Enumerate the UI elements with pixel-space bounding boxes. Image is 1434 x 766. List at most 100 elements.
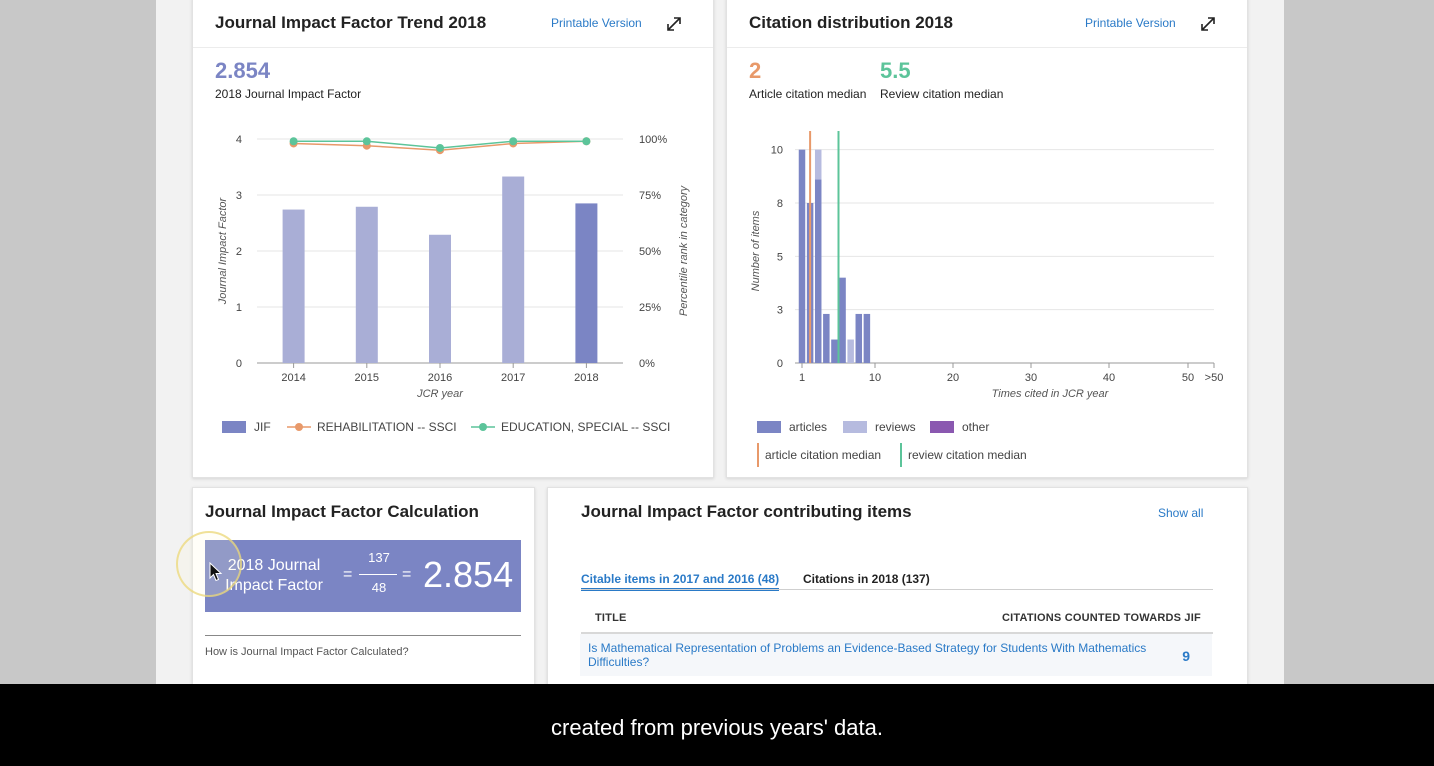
y2-tick-label: 25%	[639, 302, 661, 314]
reviews-legend-swatch	[843, 421, 867, 433]
jif-bar	[502, 176, 525, 363]
articles-bar	[839, 277, 846, 363]
y-tick-label: 10	[771, 145, 783, 157]
table-row[interactable]: Is Mathematical Representation of Proble…	[580, 634, 1212, 676]
x-tick-label: 2018	[574, 372, 598, 384]
article-median-label: Article citation median	[749, 87, 867, 101]
tab-citations[interactable]: Citations in 2018 (137)	[803, 572, 930, 586]
citation-distribution-chart: 0 3 5 8 10 1 10 20 30 40 50 >50 Times cited in JCR y…	[750, 131, 1224, 400]
articles-bar	[855, 313, 863, 363]
edu-legend-label: EDUCATION, SPECIAL -- SSCI	[501, 420, 671, 434]
review-median-label: Review citation median	[880, 87, 1004, 101]
articles-legend-swatch	[757, 421, 781, 433]
review-median-value: 5.5	[880, 58, 911, 83]
y-tick-label: 4	[236, 134, 242, 146]
cit-legend-item-articles: articles	[757, 420, 827, 434]
tabs-divider	[581, 589, 1213, 590]
cit-legend-item-other: other	[930, 420, 989, 434]
equals-sign: =	[343, 566, 353, 583]
jif-formula-box: 2018 Journal Impact Factor = 137 48 = 2.…	[205, 540, 521, 612]
review-median-legend-label: review citation median	[908, 448, 1027, 462]
jif-bar	[282, 209, 305, 363]
y-tick-label: 3	[777, 305, 783, 317]
y-tick-label: 1	[236, 302, 242, 314]
articles-bar	[863, 313, 871, 363]
column-header-citations: CITATIONS COUNTED TOWARDS JIF	[1002, 612, 1201, 624]
x-tick-label: 1	[799, 372, 805, 384]
x-tick-label: >50	[1205, 372, 1224, 384]
x-axis-label: JCR year	[416, 388, 464, 400]
items-title: Journal Impact Factor contributing items	[581, 502, 912, 521]
y-tick-label: 2	[236, 246, 242, 258]
citation-dist-title: Citation distribution 2018	[749, 13, 954, 32]
jif-value: 2.854	[215, 58, 271, 83]
article-median-value: 2	[749, 58, 762, 83]
articles-legend-label: articles	[789, 420, 828, 434]
expand-icon[interactable]	[665, 15, 683, 33]
subtitle-text: created from previous years' data.	[551, 715, 883, 740]
edu-percentile-point	[289, 137, 298, 146]
calc-divider	[205, 635, 521, 636]
card-header-divider	[727, 47, 1247, 48]
item-citation-count: 9	[1182, 648, 1190, 664]
show-all-link[interactable]: Show all	[1158, 506, 1204, 520]
tab-citable-items[interactable]: Citable items in 2017 and 2016 (48)	[581, 572, 780, 586]
item-title-link[interactable]: Is Mathematical Representation of Proble…	[588, 641, 1147, 669]
x-tick-label: 20	[947, 372, 959, 384]
cit-legend-item-reviews: reviews	[843, 420, 916, 434]
y-tick-label: 3	[236, 190, 242, 202]
x-tick-label: 30	[1025, 372, 1037, 384]
cit-legend-item-article-median: article citation median	[757, 443, 881, 467]
expand-icon[interactable]	[1199, 15, 1217, 33]
article-median-legend-line	[757, 443, 759, 467]
jif-trend-chart: 0 1 2 3 4 0% 25% 50% 75% 100% 2014 2015 2016 2017 2018…	[217, 134, 690, 400]
y-axis-label: Number of items	[750, 210, 762, 291]
jif-legend-label: JIF	[254, 420, 271, 434]
y-tick-label: 8	[777, 198, 783, 210]
contributing-items-card: Journal Impact Factor contributing items…	[547, 487, 1248, 697]
rehab-legend-label: REHABILITATION -- SSCI	[317, 420, 457, 434]
edu-percentile-point	[436, 143, 444, 152]
x-tick-label: 2017	[501, 372, 525, 384]
jif-legend-item-edu: EDUCATION, SPECIAL -- SSCI	[471, 420, 670, 434]
table-header-divider	[581, 632, 1213, 634]
article-median-legend-label: article citation median	[765, 448, 882, 462]
y2-axis-label: Percentile rank in category	[678, 184, 690, 316]
calc-title: Journal Impact Factor Calculation	[205, 502, 479, 521]
jif-trend-card: Journal Impact Factor Trend 2018 Printab…	[192, 0, 714, 478]
articles-bar	[823, 313, 830, 363]
jif-trend-printable-link[interactable]: Printable Version	[551, 16, 642, 30]
subtitle-bar: created from previous years' data.	[0, 684, 1434, 766]
formula-result: 2.854	[423, 554, 514, 595]
citation-distribution-card: Citation distribution 2018 Printable Ver…	[726, 0, 1248, 478]
jif-bar	[355, 206, 378, 363]
formula-denominator: 48	[371, 580, 387, 595]
edu-percentile-point	[362, 137, 371, 146]
x-tick-label: 2016	[428, 372, 452, 384]
formula-label: 2018 Journal Impact Factor	[225, 557, 323, 594]
y-tick-label: 0	[236, 358, 242, 370]
review-median-legend-line	[900, 443, 902, 467]
jif-bar	[429, 234, 451, 363]
jif-trend-title: Journal Impact Factor Trend 2018	[215, 13, 487, 32]
reviews-bar	[814, 149, 822, 180]
x-tick-label: 2014	[281, 372, 305, 384]
jif-calculation-card: Journal Impact Factor Calculation 2018 J…	[192, 487, 535, 697]
x-tick-label: 40	[1103, 372, 1115, 384]
formula-numerator: 137	[368, 550, 390, 565]
edu-legend-line-icon	[471, 423, 495, 431]
jif-bar	[575, 203, 598, 363]
jif-legend-item-jif: JIF	[222, 420, 271, 434]
cit-legend-item-review-median: review citation median	[900, 443, 1027, 467]
jif-value-label: 2018 Journal Impact Factor	[215, 87, 362, 101]
jif-legend-swatch	[222, 421, 246, 433]
citation-dist-printable-link[interactable]: Printable Version	[1085, 16, 1176, 30]
x-tick-label: 50	[1182, 372, 1194, 384]
rehab-legend-line-icon	[287, 423, 311, 431]
equals-sign: =	[402, 566, 412, 583]
articles-bar	[814, 179, 822, 363]
y-tick-label: 5	[777, 251, 783, 263]
how-calculated-link[interactable]: How is Journal Impact Factor Calculated?	[205, 646, 409, 658]
card-header-divider	[193, 47, 713, 48]
x-tick-label: 2015	[355, 372, 379, 384]
